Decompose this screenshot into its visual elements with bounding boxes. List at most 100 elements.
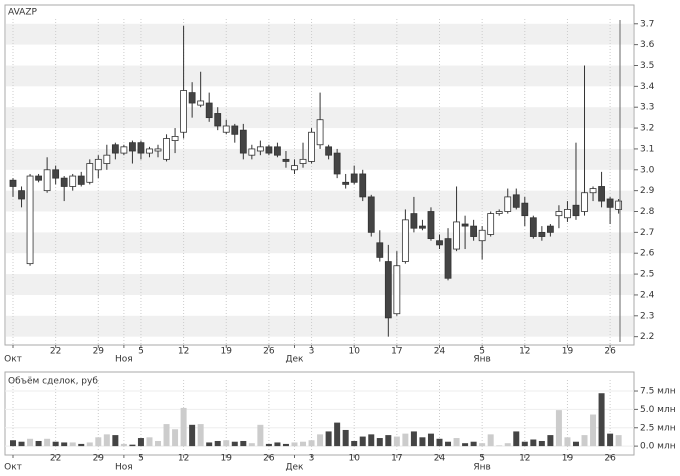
- volume-bar: [155, 440, 162, 447]
- month-label: Дек: [285, 463, 304, 473]
- x-tick-label: 26: [263, 347, 275, 357]
- candle-body: [410, 213, 418, 229]
- candle-body: [564, 209, 571, 219]
- x-tick-label: 19: [562, 454, 574, 464]
- candle-body: [598, 186, 605, 202]
- x-tick-label: 3: [309, 347, 315, 357]
- volume-bar: [351, 440, 358, 447]
- candle-body: [393, 265, 401, 315]
- volume-bar: [572, 441, 579, 447]
- volume-bar: [52, 441, 59, 447]
- volume-bar: [44, 438, 51, 447]
- volume-bar: [120, 443, 127, 447]
- volume-bar: [530, 439, 537, 447]
- y-tick-label: 0.0 млн: [640, 442, 676, 452]
- volume-bar: [317, 434, 324, 447]
- x-tick-label: 12: [519, 347, 530, 357]
- candle-body: [367, 196, 375, 233]
- volume-bar: [18, 441, 25, 447]
- volume-bar: [419, 437, 426, 447]
- volume-bar: [359, 436, 366, 447]
- grid-band: [6, 232, 633, 254]
- volume-bar: [496, 445, 503, 447]
- candle-body: [9, 179, 17, 187]
- volume-bar: [385, 435, 392, 447]
- candle-body: [222, 125, 230, 133]
- candle-body: [427, 211, 435, 240]
- candle-body: [239, 129, 247, 154]
- volume-bar: [615, 435, 622, 447]
- volume-bar: [10, 440, 16, 447]
- candle-body: [419, 225, 426, 229]
- volume-bar: [598, 393, 605, 447]
- volume-bar: [513, 431, 520, 447]
- x-tick-label: 5: [138, 347, 144, 357]
- candle-body: [154, 148, 162, 152]
- x-tick-label: 19: [562, 347, 574, 357]
- volume-bar: [78, 443, 85, 447]
- candle-body: [274, 146, 281, 156]
- candle-body: [342, 181, 350, 185]
- volume-bar: [342, 429, 349, 447]
- month-label: Ноя: [115, 463, 133, 473]
- volume-bar: [445, 441, 452, 447]
- candle-body: [248, 148, 256, 156]
- candle-body: [180, 90, 188, 133]
- candle-body: [487, 213, 495, 235]
- x-tick-label: 5: [138, 454, 144, 464]
- x-tick-label: 22: [50, 347, 61, 357]
- candle-body: [60, 177, 68, 187]
- candle-body: [256, 146, 264, 152]
- y-tick-label: 2.2: [640, 332, 654, 342]
- volume-bar: [282, 443, 289, 447]
- y-tick-label: 2.8: [640, 207, 655, 217]
- grid-band: [6, 23, 633, 45]
- volume-bar: [35, 440, 42, 447]
- candle-body: [350, 173, 358, 183]
- y-tick-label: 2.7: [640, 228, 654, 238]
- y-tick-label: 3.4: [640, 82, 655, 92]
- volume-bar: [436, 438, 443, 447]
- x-tick-label: 12: [178, 454, 189, 464]
- x-tick-label: 17: [391, 347, 402, 357]
- candle-body: [512, 194, 520, 208]
- volume-bar: [402, 433, 409, 447]
- y-tick-label: 7.5 млн: [640, 387, 676, 397]
- volume-bar: [265, 443, 272, 447]
- grid-band: [6, 65, 633, 87]
- candle-body: [325, 146, 333, 156]
- volume-bar: [590, 414, 597, 447]
- volume-bar: [146, 437, 153, 447]
- month-label: Ноя: [115, 355, 133, 365]
- volume-bar: [248, 443, 255, 447]
- volume-bar: [189, 424, 196, 447]
- volume-bar: [240, 440, 247, 447]
- y-tick-label: 5.0 млн: [640, 405, 676, 415]
- candle-body: [43, 169, 51, 192]
- candle-body: [359, 173, 367, 198]
- volume-bar: [27, 438, 34, 447]
- volume-bar: [197, 424, 204, 447]
- x-tick-label: 10: [348, 347, 360, 357]
- x-tick-label: 24: [434, 347, 446, 357]
- candle-body: [197, 100, 205, 106]
- volume-bar: [470, 441, 477, 447]
- month-label: Янв: [473, 355, 490, 365]
- candle-body: [504, 196, 512, 212]
- candle-body: [461, 223, 469, 227]
- volume-bar: [137, 438, 144, 447]
- volume-bar: [103, 434, 110, 447]
- y-tick-label: 3.5: [640, 61, 654, 71]
- candle-body: [188, 92, 196, 104]
- x-tick-label: 26: [604, 347, 616, 357]
- y-tick-label: 3.2: [640, 124, 654, 134]
- candle-body: [529, 217, 537, 237]
- x-tick-label: 29: [93, 347, 105, 357]
- y-tick-label: 2.6: [640, 249, 655, 259]
- month-label: Дек: [285, 355, 304, 365]
- candle-body: [18, 190, 25, 200]
- volume-bar: [300, 441, 307, 447]
- x-tick-label: 19: [221, 347, 233, 357]
